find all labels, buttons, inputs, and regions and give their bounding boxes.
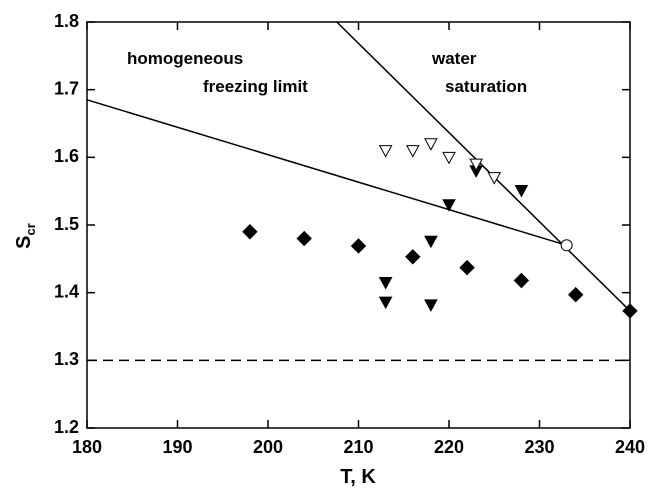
y-axis-label-subscript: cr xyxy=(23,223,38,235)
y-tick-label: 1.5 xyxy=(54,214,79,234)
y-axis-label-main: S xyxy=(13,235,35,248)
annotation: saturation xyxy=(445,77,527,96)
point xyxy=(350,238,367,254)
x-tick-label: 190 xyxy=(162,437,192,457)
y-tick-label: 1.3 xyxy=(54,349,79,369)
point xyxy=(622,303,638,319)
point xyxy=(424,235,438,249)
point xyxy=(514,184,529,198)
annotation: freezing limit xyxy=(203,77,308,96)
point xyxy=(442,199,456,212)
y-tick-label: 1.4 xyxy=(54,281,79,301)
point xyxy=(405,249,421,265)
point xyxy=(296,230,312,247)
x-tick-label: 220 xyxy=(434,437,464,457)
point xyxy=(405,145,420,158)
y-tick-label: 1.2 xyxy=(54,417,79,437)
y-tick-label: 1.6 xyxy=(54,146,79,166)
x-tick-label: 240 xyxy=(615,437,645,457)
point xyxy=(424,138,438,151)
point xyxy=(567,286,584,303)
line xyxy=(336,21,631,312)
point xyxy=(487,172,502,185)
point xyxy=(513,272,530,289)
point xyxy=(378,145,393,158)
point xyxy=(560,239,573,252)
y-tick-label: 1.8 xyxy=(54,11,79,31)
x-tick-label: 180 xyxy=(72,437,102,457)
plot-frame xyxy=(86,21,631,429)
point xyxy=(469,158,483,172)
y-tick-label: 1.7 xyxy=(54,78,79,98)
x-tick-label: 210 xyxy=(343,437,373,457)
x-axis-label: T, K xyxy=(340,466,376,488)
y-axis-label: Scr xyxy=(13,223,38,249)
line xyxy=(86,99,567,247)
point xyxy=(442,151,456,165)
point xyxy=(424,299,438,312)
x-tick-label: 200 xyxy=(253,437,283,457)
x-tick-label: 230 xyxy=(524,437,554,457)
point xyxy=(378,277,393,290)
point xyxy=(242,224,258,240)
annotation: homogeneous xyxy=(127,49,243,68)
annotation: water xyxy=(431,49,477,68)
point xyxy=(459,259,475,276)
point xyxy=(378,296,393,310)
